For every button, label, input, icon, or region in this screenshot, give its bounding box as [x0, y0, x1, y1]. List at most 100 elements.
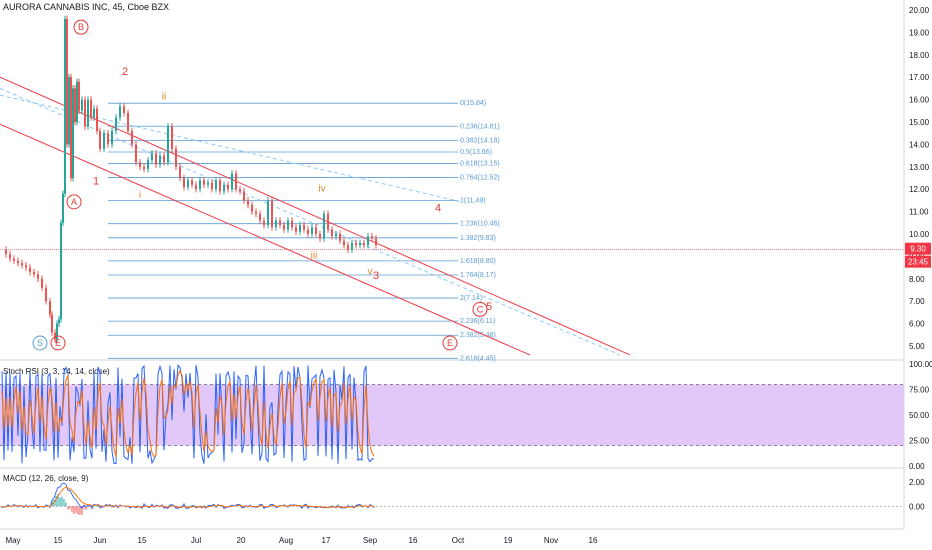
wave-label: 3: [373, 270, 379, 282]
macd-histogram-bar: [335, 506, 337, 508]
candle-body: [183, 178, 185, 187]
wave-label: ii: [162, 92, 166, 103]
candle-body: [187, 180, 189, 187]
time-tick-label: Jul: [191, 536, 201, 545]
candle-body: [295, 227, 297, 232]
macd-histogram-bar: [77, 506, 79, 515]
candle-body: [123, 106, 125, 114]
macd-histogram-bar: [55, 495, 57, 507]
candle-body: [199, 180, 201, 190]
price-tick-label: 7.00: [909, 297, 925, 306]
candle-body: [93, 108, 95, 118]
price-tick-label: 18.00: [909, 51, 930, 60]
time-tick-label: 17: [322, 536, 331, 545]
candle-body: [64, 18, 66, 194]
candle-body: [367, 236, 369, 246]
fib-level-label: 2.236(6.11): [460, 318, 495, 325]
candle-body: [331, 229, 333, 237]
wave-label: E: [447, 338, 453, 348]
candle-body: [155, 153, 157, 165]
macd-tick-label: 2.00: [909, 478, 925, 487]
last-price-value: 9.30: [910, 245, 926, 254]
fib-level-label: 0.618(13.15): [460, 160, 500, 167]
channel-line: [0, 123, 531, 356]
time-tick-label: 16: [409, 536, 418, 545]
candle-body: [54, 332, 56, 340]
candle-body: [25, 265, 27, 268]
fib-level-label: 0.764(12.52): [460, 175, 500, 182]
wave-label: 1: [93, 176, 99, 188]
fib-level-label: 1.382(9.83): [460, 235, 496, 242]
candle-body: [271, 200, 273, 228]
time-tick-label: Oct: [452, 536, 465, 545]
channel-line: [0, 76, 631, 356]
macd-histogram-bar: [293, 505, 295, 507]
macd-histogram-bar: [83, 506, 85, 509]
candle-body: [239, 189, 241, 192]
stoch-tick-label: 25.00: [909, 436, 930, 445]
candle-body: [143, 166, 145, 170]
fib-level-label: 2.618(4.45): [460, 355, 496, 362]
macd-tick-label: 0.00: [909, 502, 925, 511]
macd-histogram-bar: [69, 506, 71, 509]
wave-label-circle: [32, 335, 48, 351]
price-tick-label: 8.00: [909, 275, 925, 284]
candle-body: [90, 99, 92, 118]
candle-body: [107, 133, 109, 145]
price-tick-label: 20.00: [909, 6, 930, 15]
macd-histogram-bar: [87, 506, 89, 508]
candle-body: [171, 126, 173, 149]
candle-body: [339, 234, 341, 241]
macd-histogram-bar: [175, 506, 177, 509]
candle-body: [215, 180, 217, 190]
price-tick-label: 14.00: [909, 140, 930, 149]
candle-body: [263, 220, 265, 226]
candle-body: [319, 234, 321, 239]
price-tick-label: 10.00: [909, 230, 930, 239]
stoch-tick-label: 0.00: [909, 462, 925, 471]
wave-label-circle: [50, 335, 66, 351]
candle-body: [219, 180, 221, 192]
candle-body: [255, 211, 257, 214]
fib-level-label: 2(7.14): [460, 295, 482, 302]
candle-body: [251, 204, 253, 212]
macd-histogram-bar: [63, 499, 65, 507]
fib-level-label: 1.618(8.80): [460, 258, 496, 265]
macd-histogram-bar: [199, 505, 201, 507]
wave-label: iv: [318, 183, 325, 194]
candle-body: [76, 81, 78, 122]
candle-body: [37, 274, 39, 279]
candle-body: [195, 184, 197, 190]
candle-body: [21, 263, 23, 266]
candle-body: [227, 184, 229, 190]
time-tick-label: 20: [237, 536, 246, 545]
candle-body: [235, 173, 237, 190]
candle-body: [56, 323, 58, 340]
wave-label-circle: [442, 335, 458, 351]
stoch-tick-label: 75.00: [909, 386, 930, 395]
candle-body: [343, 240, 345, 246]
candle-body: [327, 213, 329, 230]
candle-body: [371, 236, 373, 239]
chart-title: AURORA CANNABIS INC, 45, Cboe BZX: [3, 2, 170, 12]
fib-level-label: 1.764(8.17): [460, 272, 496, 279]
macd-histogram-bar: [341, 506, 343, 508]
candle-body: [87, 99, 89, 127]
stoch-d-line: [1, 369, 375, 458]
dashed-trend-line: [0, 87, 621, 356]
price-tick-label: 11.00: [909, 208, 929, 217]
fib-level-label: 0.382(14.18): [460, 137, 500, 144]
fib-level-label: 1(11.49): [460, 198, 486, 205]
fib-level-label: 0.5(13.66): [460, 149, 492, 156]
candle-body: [335, 234, 337, 237]
candle-body: [315, 227, 317, 234]
candle-body: [147, 160, 149, 170]
fib-level-label: 0(15.84): [460, 100, 486, 107]
macd-histogram-bar: [1, 506, 3, 508]
macd-histogram-bar: [73, 506, 75, 515]
fib-level-label: 0.236(14.81): [460, 123, 500, 130]
candle-body: [51, 314, 53, 333]
candle-body: [49, 301, 51, 315]
wave-label: i: [139, 190, 141, 201]
